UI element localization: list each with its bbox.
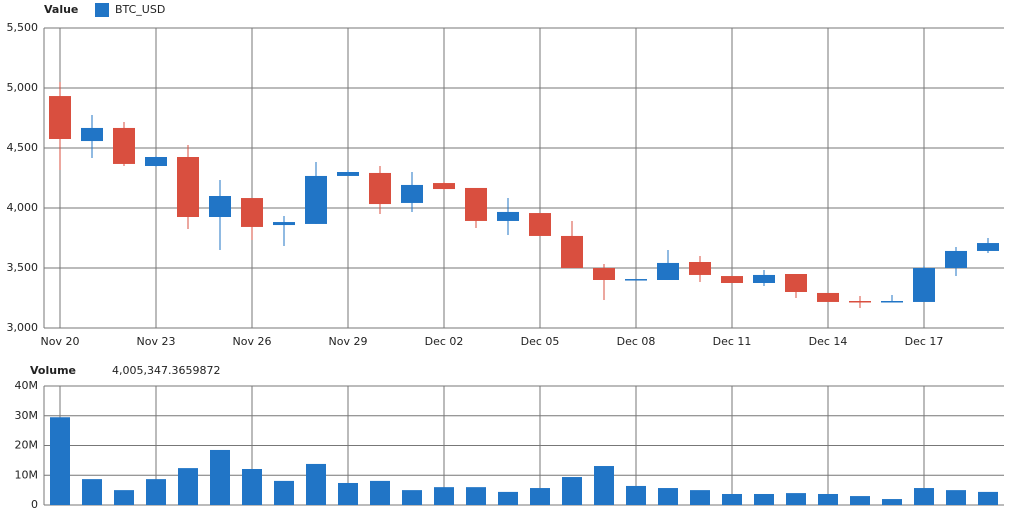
volume-bar — [882, 499, 902, 505]
y-tick-label: 30M — [15, 409, 39, 422]
candle-body — [113, 127, 135, 164]
candle-body — [433, 183, 455, 190]
volume-bar — [178, 468, 198, 505]
y-tick-label: 0 — [31, 498, 38, 511]
volume-bar — [466, 487, 486, 505]
volume-bar — [690, 490, 710, 505]
legend-label: BTC_USD — [115, 3, 165, 16]
price-title: Value — [44, 3, 78, 16]
y-tick-label: 5,000 — [7, 81, 39, 94]
candle-body — [721, 276, 743, 283]
volume-bar — [210, 449, 230, 505]
candle-body — [817, 292, 839, 302]
candle-body — [465, 187, 487, 221]
candle-body — [529, 213, 551, 236]
candle-body — [689, 262, 711, 275]
x-tick-label: Dec 08 — [617, 335, 656, 348]
volume-bar — [946, 490, 966, 505]
candle-body — [593, 268, 615, 280]
x-tick-label: Nov 20 — [41, 335, 80, 348]
volume-bar — [242, 469, 262, 505]
volume-bar — [498, 491, 518, 505]
volume-bar — [274, 480, 294, 505]
volume-bar — [82, 479, 102, 505]
candle-body — [369, 172, 391, 205]
volume-bar — [594, 466, 614, 505]
candle-body — [753, 274, 775, 283]
volume-bar — [114, 490, 134, 505]
candle-body — [401, 184, 423, 203]
candle-body — [881, 301, 903, 303]
y-tick-label: 4,500 — [7, 141, 39, 154]
x-tick-label: Nov 23 — [137, 335, 176, 348]
y-tick-label: 10M — [15, 468, 39, 481]
candle-body — [945, 250, 967, 268]
volume-bar — [850, 496, 870, 505]
candle-body — [145, 157, 167, 166]
volume-bar — [306, 463, 326, 505]
volume-bar — [402, 490, 422, 505]
candle-body — [209, 196, 231, 217]
volume-bar — [434, 487, 454, 505]
volume-bar — [914, 488, 934, 505]
volume-bar — [146, 479, 166, 505]
candle-body — [497, 211, 519, 221]
volume-title: Volume — [30, 364, 76, 377]
x-tick-label: Dec 17 — [905, 335, 944, 348]
x-tick-label: Dec 05 — [521, 335, 560, 348]
volume-bar — [530, 488, 550, 505]
candle-body — [977, 243, 999, 251]
candle-body — [561, 235, 583, 268]
volume-bar — [562, 477, 582, 505]
volume-bar — [658, 488, 678, 505]
y-tick-label: 3,000 — [7, 321, 39, 334]
candle-body — [657, 262, 679, 280]
candle-body — [337, 172, 359, 176]
candle-body — [849, 301, 871, 303]
candle-body — [625, 279, 647, 281]
volume-bar — [626, 485, 646, 505]
y-tick-label: 4,000 — [7, 201, 39, 214]
x-tick-label: Nov 29 — [329, 335, 368, 348]
legend-swatch — [95, 3, 109, 17]
y-tick-label: 20M — [15, 439, 39, 452]
candle-body — [241, 198, 263, 227]
volume-bar — [818, 493, 838, 505]
volume-bar — [754, 493, 774, 505]
volume-bar — [370, 480, 390, 505]
candle-body — [913, 268, 935, 302]
x-tick-label: Dec 14 — [809, 335, 848, 348]
volume-bar — [338, 482, 358, 505]
volume-readout: 4,005,347.3659872 — [112, 364, 220, 377]
y-tick-label: 3,500 — [7, 261, 39, 274]
x-tick-label: Dec 02 — [425, 335, 464, 348]
candle-body — [177, 157, 199, 217]
candle-body — [785, 274, 807, 292]
x-tick-label: Nov 26 — [233, 335, 272, 348]
candle-body — [273, 222, 295, 226]
x-tick-label: Dec 11 — [713, 335, 752, 348]
volume-bar — [722, 493, 742, 505]
candle-body — [305, 175, 327, 224]
volume-bar — [786, 493, 806, 505]
volume-bar — [978, 491, 998, 505]
y-tick-label: 40M — [15, 379, 39, 392]
candle-body — [81, 127, 103, 142]
candle-body — [49, 96, 71, 139]
y-tick-label: 5,500 — [7, 21, 39, 34]
volume-bar — [50, 417, 70, 505]
